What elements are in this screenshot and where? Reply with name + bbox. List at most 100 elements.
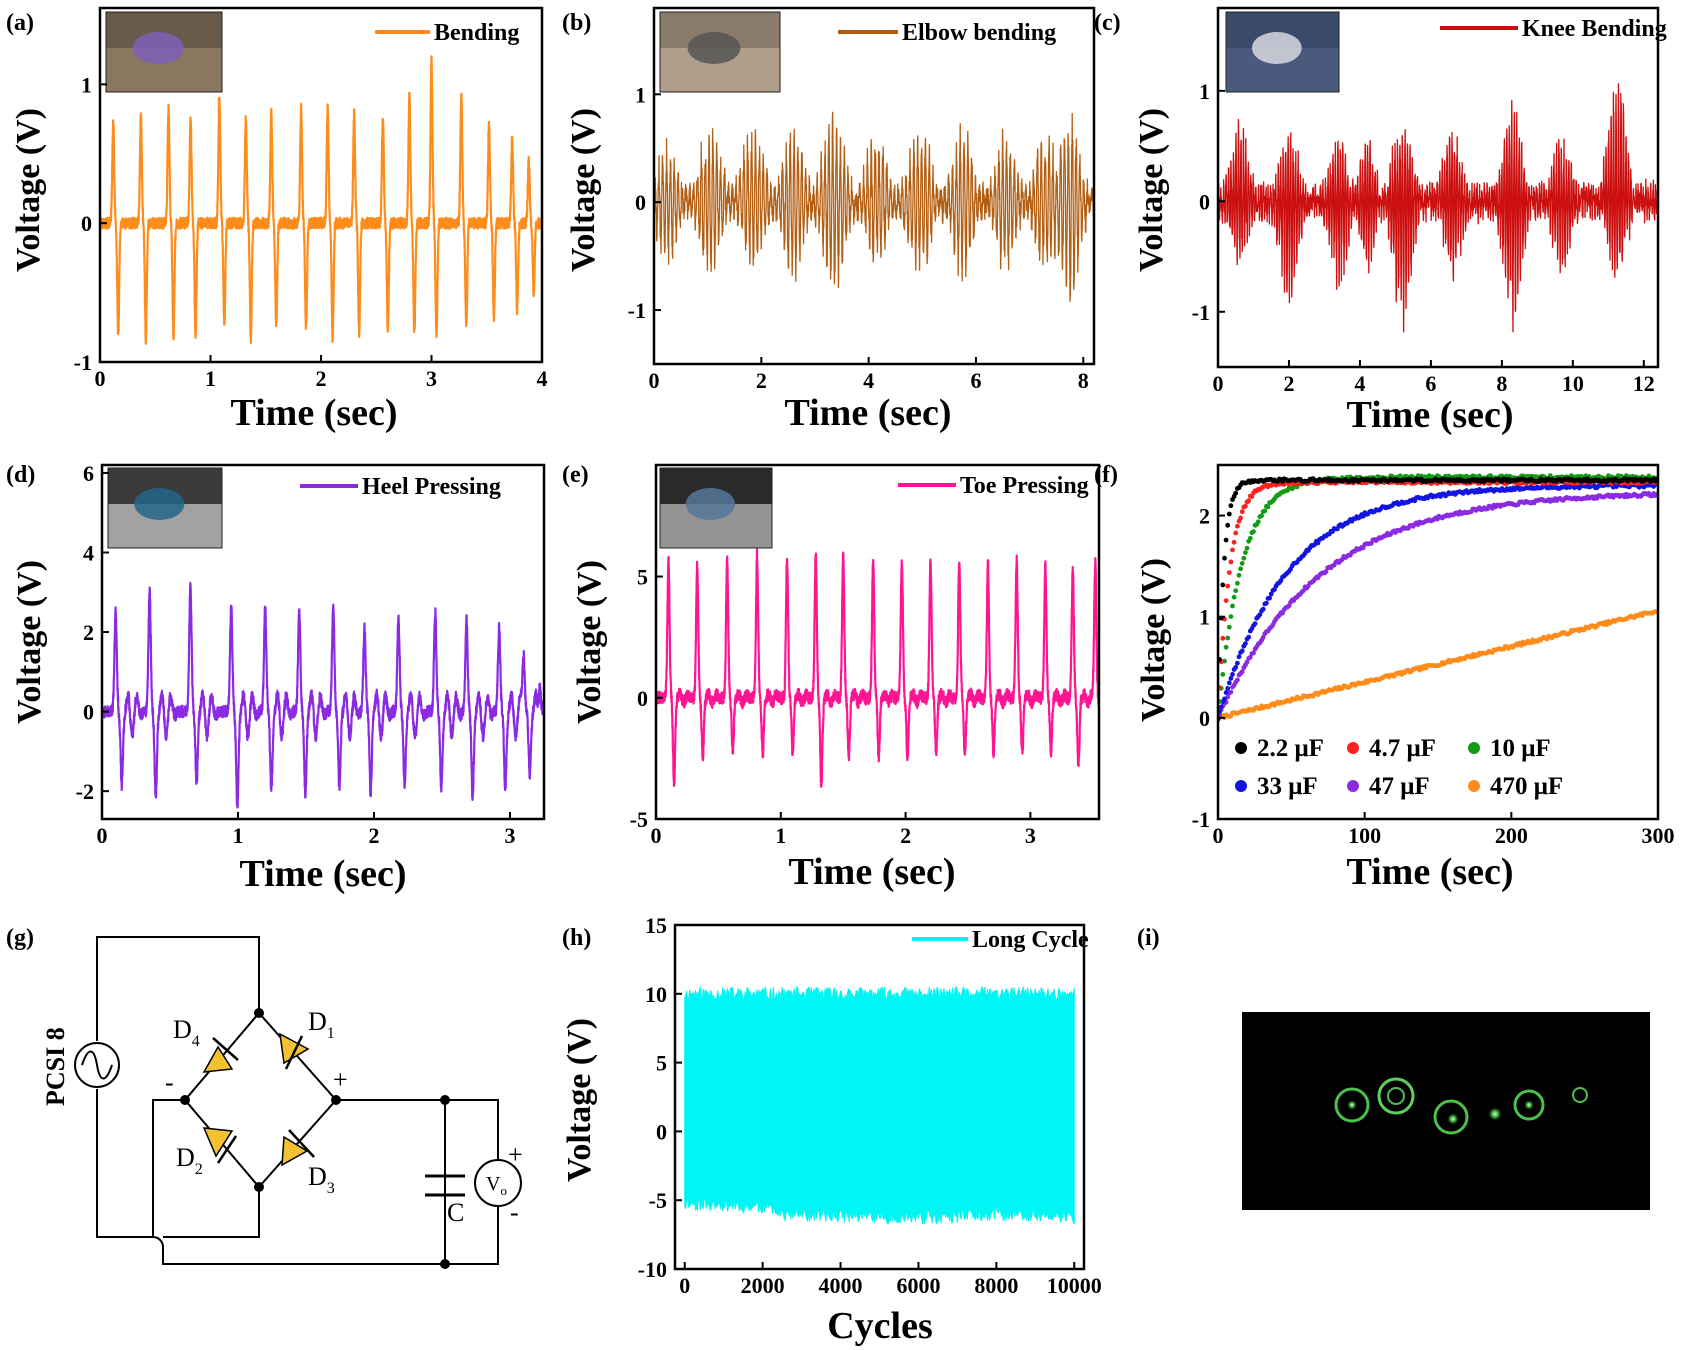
y-tick-label: 5 bbox=[637, 565, 648, 590]
data-point bbox=[1230, 603, 1235, 609]
panel-label: (b) bbox=[562, 10, 591, 36]
chart-panel-c: Knee Bending 0 2 4 6 8 10 12 -1 0 1 Time (sec) Volta… bbox=[1094, 6, 1667, 436]
panel-label: (a) bbox=[6, 10, 34, 36]
x-axis-label: Time (sec) bbox=[784, 392, 951, 434]
legend-label: 2.2 μF bbox=[1257, 735, 1324, 762]
x-tick-label: 0 bbox=[1213, 823, 1224, 848]
output-plus-label: + bbox=[508, 1140, 523, 1169]
y-axis-label: Voltage (V) bbox=[1133, 108, 1170, 272]
data-point bbox=[1255, 519, 1261, 525]
bridge-minus-label: - bbox=[165, 1068, 174, 1097]
data-point bbox=[1233, 588, 1239, 594]
data-point bbox=[1226, 624, 1232, 630]
bridge-plus-label: + bbox=[333, 1065, 348, 1094]
source-label: PCSI 8 bbox=[41, 1027, 70, 1106]
data-point bbox=[1235, 677, 1240, 683]
y-tick-label: 0 bbox=[81, 211, 92, 236]
data-point bbox=[1236, 654, 1242, 660]
series-points bbox=[1218, 491, 1658, 720]
y-tick-label: -5 bbox=[649, 1188, 667, 1213]
panel-label-i: (i) bbox=[1137, 925, 1160, 951]
plot-area bbox=[684, 985, 1075, 1225]
data-point bbox=[1228, 614, 1234, 619]
y-tick-label: -1 bbox=[1192, 807, 1210, 832]
x-tick-label: 8000 bbox=[974, 1273, 1018, 1298]
led-photo-panel: (i) bbox=[1137, 925, 1650, 1210]
panel-label: (h) bbox=[562, 925, 591, 951]
panel-label: (e) bbox=[562, 462, 589, 488]
legend-label: Heel Pressing bbox=[362, 474, 501, 500]
axes-frame bbox=[1216, 6, 1660, 369]
data-point bbox=[1241, 555, 1247, 561]
diode-label-d3: D3 bbox=[308, 1162, 335, 1197]
data-point bbox=[1243, 503, 1248, 509]
x-tick-label: 3 bbox=[505, 823, 516, 848]
series-points bbox=[1218, 609, 1658, 721]
data-point bbox=[1252, 621, 1258, 626]
y-axis-label: Voltage (V) bbox=[1135, 558, 1172, 722]
voltmeter-label: Vo bbox=[486, 1173, 507, 1198]
x-axis-label: Time (sec) bbox=[1346, 394, 1513, 436]
data-point bbox=[1244, 659, 1250, 665]
series-points bbox=[1218, 476, 1658, 722]
x-tick-label: 1 bbox=[205, 366, 216, 391]
panel-label: (f) bbox=[1094, 462, 1118, 488]
data-point bbox=[1260, 635, 1266, 640]
data-point bbox=[1222, 696, 1227, 702]
chart-panel-b: Elbow bending 0 2 4 6 8 -1 0 1 Time (sec) Voltage … bbox=[562, 6, 1096, 434]
data-point bbox=[1228, 689, 1234, 695]
plot-area bbox=[654, 111, 1094, 303]
data-point bbox=[1257, 612, 1263, 617]
inset-photo bbox=[659, 467, 773, 549]
plot-area bbox=[102, 581, 544, 809]
x-tick-label: 1 bbox=[233, 823, 244, 848]
diode-d2 bbox=[202, 1127, 238, 1164]
panel-label: (d) bbox=[6, 462, 35, 488]
data-point bbox=[1225, 583, 1231, 589]
series-band bbox=[684, 985, 1075, 1225]
series-line bbox=[654, 111, 1094, 303]
y-tick-label: -2 bbox=[76, 779, 94, 804]
data-point bbox=[1264, 600, 1269, 606]
data-point bbox=[1235, 580, 1240, 586]
x-tick-label: 2000 bbox=[741, 1273, 785, 1298]
axes-frame bbox=[1216, 463, 1660, 821]
x-tick-label: 4 bbox=[1354, 371, 1365, 396]
x-tick-label: 4000 bbox=[819, 1273, 863, 1298]
data-point bbox=[1249, 494, 1255, 499]
legend-marker bbox=[1347, 742, 1359, 754]
axes-frame bbox=[654, 463, 1101, 821]
y-tick-label: 15 bbox=[645, 913, 667, 938]
data-point bbox=[1223, 690, 1229, 695]
series-line bbox=[100, 55, 542, 345]
x-tick-label: 3 bbox=[426, 366, 437, 391]
x-tick-label: 2 bbox=[316, 366, 327, 391]
ac-source-symbol bbox=[74, 1042, 120, 1088]
axes-frame bbox=[673, 923, 1086, 1271]
plot-area bbox=[100, 55, 542, 345]
data-point bbox=[1228, 676, 1234, 681]
data-point bbox=[1230, 672, 1235, 677]
data-point bbox=[1323, 569, 1329, 574]
data-point bbox=[1236, 572, 1242, 578]
x-tick-label: 0 bbox=[651, 823, 662, 848]
data-point bbox=[1251, 529, 1256, 534]
x-tick-label: 4 bbox=[863, 368, 874, 393]
data-point bbox=[1246, 498, 1252, 504]
data-point bbox=[1233, 490, 1239, 496]
x-tick-label: 6 bbox=[1425, 371, 1436, 396]
legend-label: 470 μF bbox=[1490, 773, 1563, 800]
data-point bbox=[1231, 594, 1237, 600]
y-tick-label: 1 bbox=[1199, 605, 1210, 630]
data-point bbox=[1225, 522, 1231, 528]
legend-label: Long Cycle bbox=[972, 927, 1089, 953]
data-point bbox=[1238, 566, 1243, 572]
data-point bbox=[1238, 515, 1243, 521]
diode-label-d2: D2 bbox=[176, 1143, 203, 1178]
x-tick-label: 0 bbox=[679, 1273, 690, 1298]
y-tick-label: 0 bbox=[83, 700, 94, 725]
legend-label: 47 μF bbox=[1369, 773, 1430, 800]
circuit-panel: (g) PCSI 8 bbox=[6, 925, 523, 1269]
y-tick-label: -5 bbox=[630, 807, 648, 832]
data-point bbox=[1262, 508, 1268, 514]
